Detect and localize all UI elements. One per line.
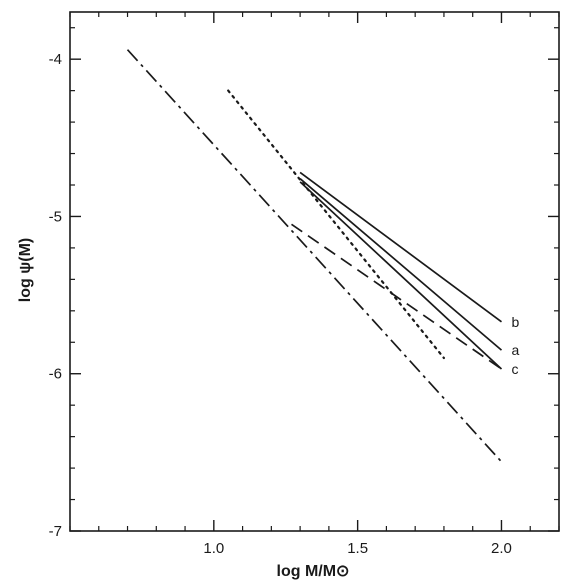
series-label-c: c [511,361,518,377]
series-label-b: b [511,314,519,330]
y-tick-label: -5 [49,208,62,225]
y-tick-label: -4 [49,51,62,68]
y-tick-label: -6 [49,366,62,383]
series-line-a [299,178,503,351]
plot-frame [69,11,560,532]
series-line-c [299,181,503,370]
series-layer [126,49,503,463]
series-label-a: a [511,342,519,358]
x-tick-label: 1.0 [203,540,224,557]
label-layer: bac [511,314,519,377]
series-line-dashed [291,223,502,370]
series-line-dotted [227,89,445,360]
series-line-b [299,171,503,323]
x-axis-ticks: 1.0 1.5 2.0 [69,12,560,557]
y-axis-ticks: -4 -5 -6 -7 [49,27,559,540]
series-line-dash-dot [126,49,503,463]
y-tick-label: -7 [49,523,62,540]
x-tick-label: 1.5 [347,540,368,557]
x-axis-title: log M/M⊙ [277,563,350,580]
y-axis-title: log ψ(M) [17,238,34,302]
x-tick-label: 2.0 [491,540,512,557]
